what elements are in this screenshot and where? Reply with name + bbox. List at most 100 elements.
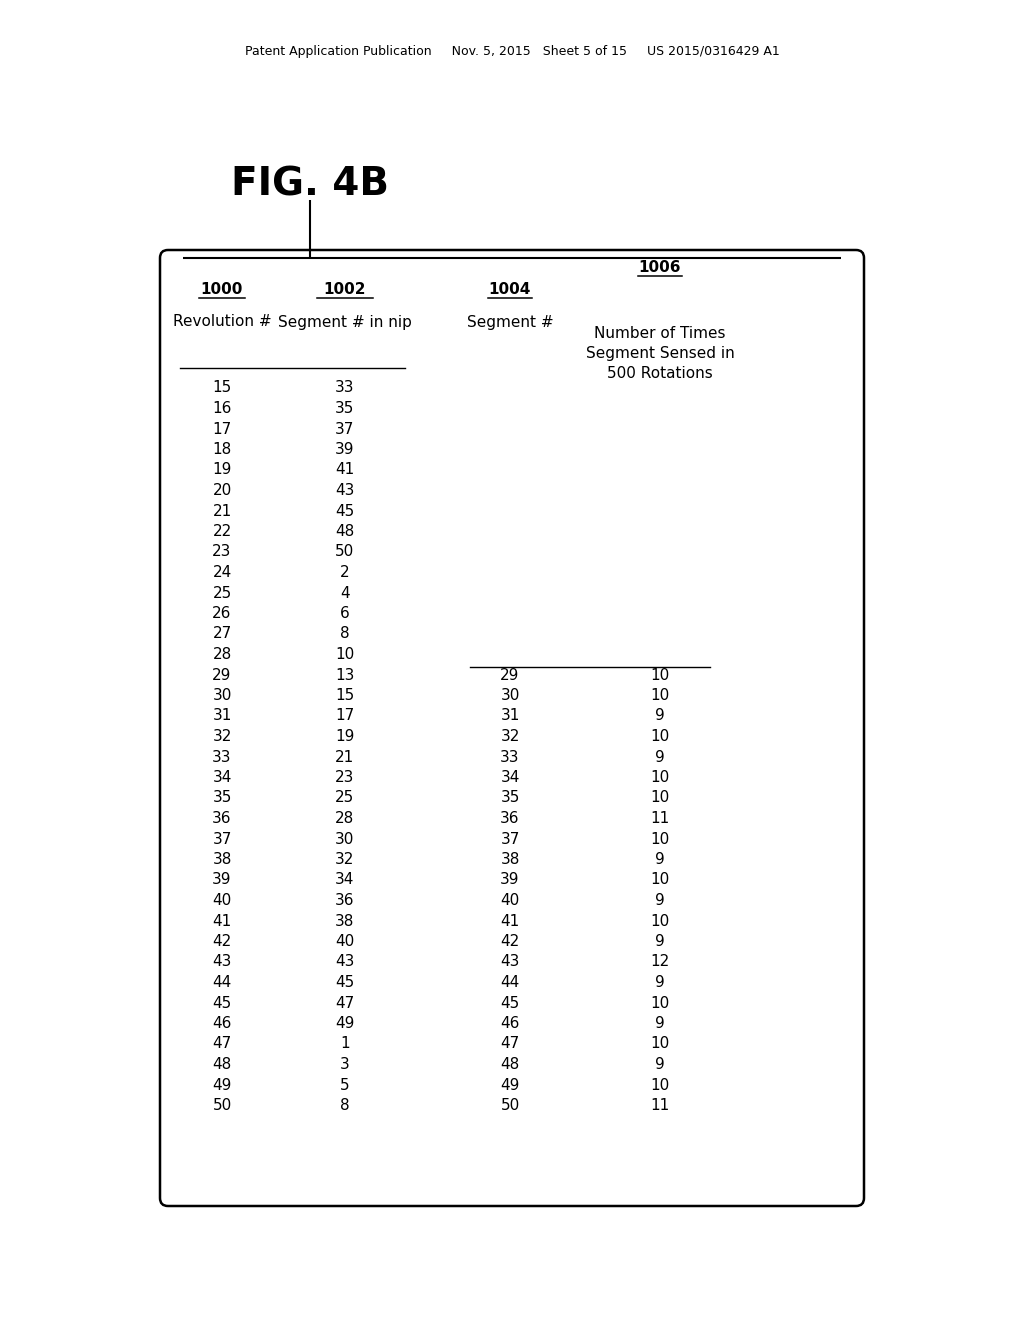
Text: 10: 10 [650,1077,670,1093]
Text: 39: 39 [501,873,520,887]
Text: 41: 41 [212,913,231,928]
Text: 10: 10 [650,729,670,744]
Text: 10: 10 [650,873,670,887]
Text: 4: 4 [340,586,350,601]
Text: 50: 50 [336,544,354,560]
Text: 29: 29 [212,668,231,682]
Text: 32: 32 [335,851,354,867]
Text: 20: 20 [212,483,231,498]
Text: 50: 50 [501,1098,519,1113]
Text: 47: 47 [212,1036,231,1052]
Text: 43: 43 [335,483,354,498]
Text: 35: 35 [501,791,520,805]
Text: 41: 41 [501,913,519,928]
Text: 49: 49 [335,1016,354,1031]
Text: 11: 11 [650,810,670,826]
Text: 45: 45 [336,503,354,519]
Text: 10: 10 [650,668,670,682]
Text: 38: 38 [212,851,231,867]
Text: 10: 10 [650,1036,670,1052]
Text: 39: 39 [212,873,231,887]
Text: 48: 48 [212,1057,231,1072]
Text: 13: 13 [335,668,354,682]
Text: 10: 10 [650,832,670,846]
Text: Segment # in nip: Segment # in nip [279,314,412,330]
Text: 34: 34 [335,873,354,887]
Text: 9: 9 [655,709,665,723]
Text: 28: 28 [336,810,354,826]
Text: 40: 40 [501,894,519,908]
Text: FIG. 4B: FIG. 4B [231,166,389,205]
Text: 1004: 1004 [488,282,531,297]
Text: 9: 9 [655,750,665,764]
Text: 44: 44 [501,975,519,990]
Text: 1000: 1000 [201,282,243,297]
Text: 21: 21 [212,503,231,519]
Text: 10: 10 [650,688,670,704]
Text: 36: 36 [501,810,520,826]
Text: 35: 35 [212,791,231,805]
Text: 42: 42 [212,935,231,949]
Text: 47: 47 [336,995,354,1011]
Text: 30: 30 [501,688,520,704]
Text: 27: 27 [212,627,231,642]
Text: 45: 45 [336,975,354,990]
Text: 1: 1 [340,1036,350,1052]
Text: 40: 40 [336,935,354,949]
Text: 23: 23 [335,770,354,785]
Text: 28: 28 [212,647,231,663]
Text: 34: 34 [501,770,520,785]
Text: 49: 49 [501,1077,520,1093]
Text: 36: 36 [335,894,354,908]
Text: 9: 9 [655,935,665,949]
Text: 43: 43 [501,954,520,969]
Text: 10: 10 [650,770,670,785]
Text: 10: 10 [650,791,670,805]
Text: 9: 9 [655,975,665,990]
Text: 15: 15 [336,688,354,704]
Text: 17: 17 [336,709,354,723]
Text: Segment #: Segment # [467,314,553,330]
Text: 46: 46 [501,1016,520,1031]
Text: 10: 10 [650,913,670,928]
Text: 33: 33 [501,750,520,764]
Text: 37: 37 [212,832,231,846]
Text: 31: 31 [212,709,231,723]
Text: 9: 9 [655,894,665,908]
Text: 10: 10 [650,995,670,1011]
Text: 8: 8 [340,1098,350,1113]
Text: 42: 42 [501,935,519,949]
Text: 24: 24 [212,565,231,579]
Text: 32: 32 [212,729,231,744]
Text: 41: 41 [336,462,354,478]
Text: 10: 10 [336,647,354,663]
Text: Number of Times
Segment Sensed in
500 Rotations: Number of Times Segment Sensed in 500 Ro… [586,326,734,380]
Text: 30: 30 [212,688,231,704]
Text: 19: 19 [335,729,354,744]
Text: 39: 39 [335,442,354,457]
Text: 48: 48 [336,524,354,539]
Text: 45: 45 [212,995,231,1011]
Text: 21: 21 [336,750,354,764]
Text: 3: 3 [340,1057,350,1072]
Text: 19: 19 [212,462,231,478]
Text: 44: 44 [212,975,231,990]
Text: 1002: 1002 [324,282,367,297]
Text: 9: 9 [655,851,665,867]
Text: 26: 26 [212,606,231,620]
Text: 6: 6 [340,606,350,620]
Text: 32: 32 [501,729,520,744]
Text: 25: 25 [336,791,354,805]
Text: 2: 2 [340,565,350,579]
Text: 12: 12 [650,954,670,969]
Text: 40: 40 [212,894,231,908]
Text: 33: 33 [212,750,231,764]
Text: 33: 33 [335,380,354,396]
Text: 38: 38 [335,913,354,928]
Text: 29: 29 [501,668,520,682]
Text: 22: 22 [212,524,231,539]
Text: 38: 38 [501,851,520,867]
Text: 49: 49 [212,1077,231,1093]
Text: 30: 30 [335,832,354,846]
Text: Revolution #: Revolution # [173,314,271,330]
